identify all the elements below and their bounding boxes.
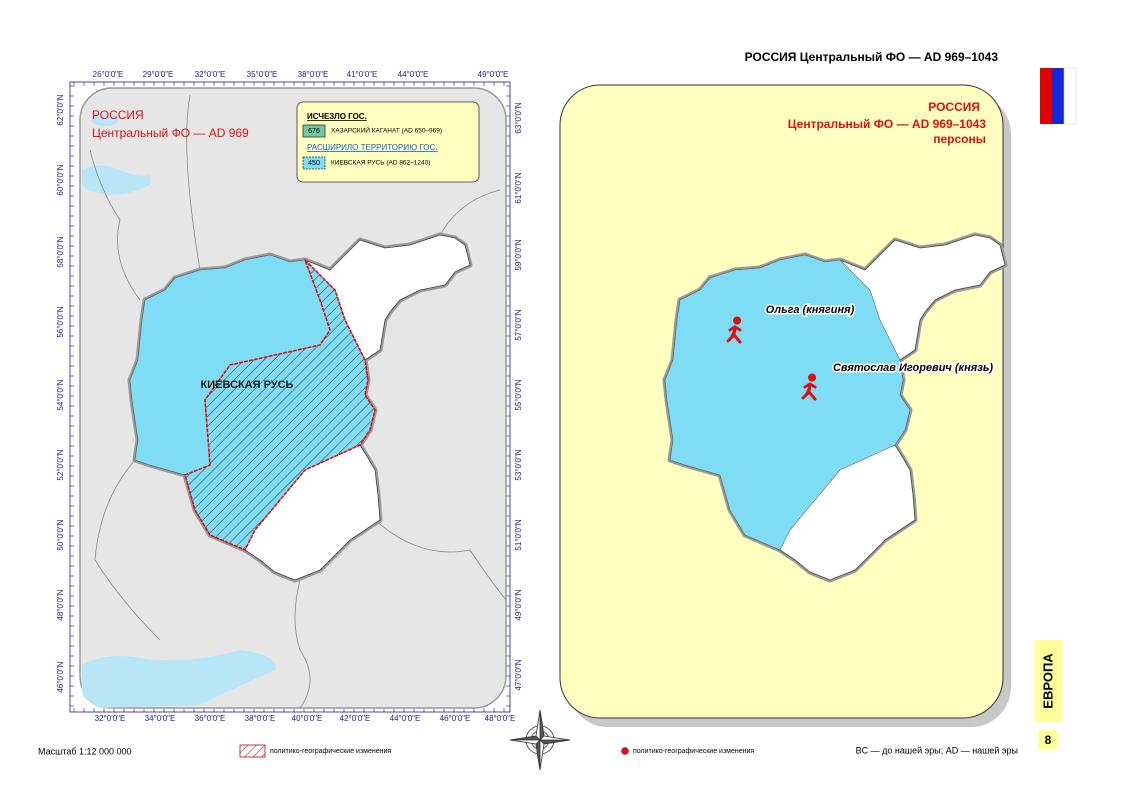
right-region: [662, 232, 1008, 583]
legend-label: ХАЗАРСКИЙ КАГАНАТ (AD 650–969): [331, 126, 442, 135]
lon-label: 48°0'0"E: [485, 714, 516, 723]
compass: [509, 709, 571, 771]
lon-label: 38°0'0"E: [298, 70, 329, 79]
lat-label: 46°0'0"N: [56, 661, 65, 692]
lat-label: 53°0'0"N: [514, 449, 523, 480]
persons: Ольга (княгиня) Святослав Игоревич (князь…: [726, 302, 995, 401]
flag: [1040, 67, 1077, 125]
lon-label: 34°0'0"E: [145, 714, 176, 723]
state-area: [664, 254, 911, 551]
era-note: BC — до нашей эры; AD — нашей эры: [856, 745, 1018, 755]
other-borders: [89, 94, 507, 709]
legend-code: 676: [308, 128, 320, 135]
lat-label: 56°0'0"N: [56, 306, 65, 337]
sidebar-region: ЕВРОПА: [1040, 653, 1055, 709]
hatch-legend: политико-географические изменения: [270, 748, 391, 755]
right-caption: персоны: [933, 132, 986, 146]
lon-label: 40°0'0"E: [292, 714, 323, 723]
legend-heading: РАСШИРИЛО ТЕРРИТОРИЮ ГОС.: [307, 143, 438, 152]
lon-label: 35°0'0"E: [247, 70, 278, 79]
lat-label: 62°0'0"N: [56, 94, 65, 125]
lon-label: 26°0'0"E: [93, 70, 124, 79]
region-label: КИЕВСКАЯ РУСЬ: [201, 379, 294, 391]
lat-label: 49°0'0"N: [514, 589, 523, 620]
lon-label: 49°0'0"E: [478, 70, 509, 79]
lat-label: 61°0'0"N: [514, 172, 523, 203]
lon-label: 32°0'0"E: [95, 714, 126, 723]
lat-label: 54°0'0"N: [56, 379, 65, 410]
lat-label: 63°0'0"N: [514, 102, 523, 133]
lat-label: 48°0'0"N: [56, 589, 65, 620]
lat-label: 60°0'0"N: [56, 164, 65, 195]
legend: ИСЧЕЗЛО ГОС. 676 ХАЗАРСКИЙ КАГАНАТ (AD 6…: [296, 101, 480, 183]
page-title: РОССИЯ Центральный ФО — AD 969–1043: [745, 50, 999, 64]
page-number: 8: [1045, 733, 1052, 747]
left-region: [127, 232, 473, 583]
runner: [801, 373, 817, 401]
water: [82, 114, 276, 708]
lon-label: 29°0'0"E: [143, 70, 174, 79]
lon-label: 36°0'0"E: [195, 714, 226, 723]
lon-label: 46°0'0"E: [440, 714, 471, 723]
lat-label: 51°0'0"N: [514, 519, 523, 550]
lon-label: 42°0'0"E: [340, 714, 371, 723]
page-number-box: [1038, 730, 1058, 750]
legend-code: 450: [308, 160, 320, 167]
runner: [726, 316, 742, 344]
lon-label: 32°0'0"E: [195, 70, 226, 79]
lat-label: 57°0'0"N: [514, 309, 523, 340]
left-title: РОССИЯ: [92, 108, 144, 122]
person-icon: [801, 373, 817, 401]
lat-label: 47°0'0"N: [514, 659, 523, 690]
right-title: РОССИЯ: [928, 100, 980, 114]
legend-label: КИЕВСКАЯ РУСЬ (AD 862–1240): [331, 160, 430, 167]
legend-heading: ИСЧЕЗЛО ГОС.: [307, 112, 367, 121]
person-name: Ольга (княгиня): [766, 304, 855, 316]
scale: Масштаб 1:12 000 000: [38, 746, 132, 756]
changed-area: [184, 259, 376, 552]
person-icon: [726, 316, 742, 344]
left-subtitle: Центральный ФО — AD 969: [92, 126, 249, 140]
person-name: Святослав Игоревич (князь): [833, 362, 993, 374]
lon-label: 41°0'0"E: [347, 70, 378, 79]
lat-label: 55°0'0"N: [514, 379, 523, 410]
lat-label: 59°0'0"N: [514, 239, 523, 270]
dot-legend: политико-географические изменения: [633, 748, 754, 755]
lat-label: 52°0'0"N: [56, 449, 65, 480]
lon-label: 44°0'0"E: [390, 714, 421, 723]
lat-label: 58°0'0"N: [56, 236, 65, 267]
sidebar-box: [1035, 640, 1062, 722]
lon-label: 44°0'0"E: [398, 70, 429, 79]
lat-label: 50°0'0"N: [56, 519, 65, 550]
lon-label: 38°0'0"E: [245, 714, 276, 723]
dot-swatch: [621, 747, 629, 755]
right-subtitle: Центральный ФО — AD 969–1043: [788, 117, 987, 131]
hatch-swatch: [239, 744, 266, 758]
